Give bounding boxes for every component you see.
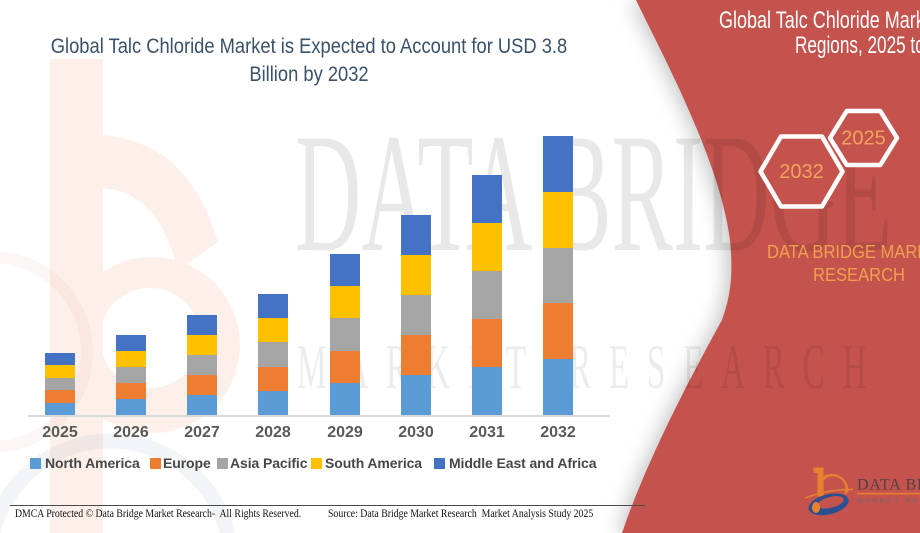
svg-text:2025: 2025 <box>841 128 886 150</box>
svg-text:MARKET RESEARCH: MARKET RESEARCH <box>857 498 920 505</box>
svg-text:2032: 2032 <box>779 161 824 183</box>
svg-text:DATA BRIDGE: DATA BRIDGE <box>857 477 920 494</box>
